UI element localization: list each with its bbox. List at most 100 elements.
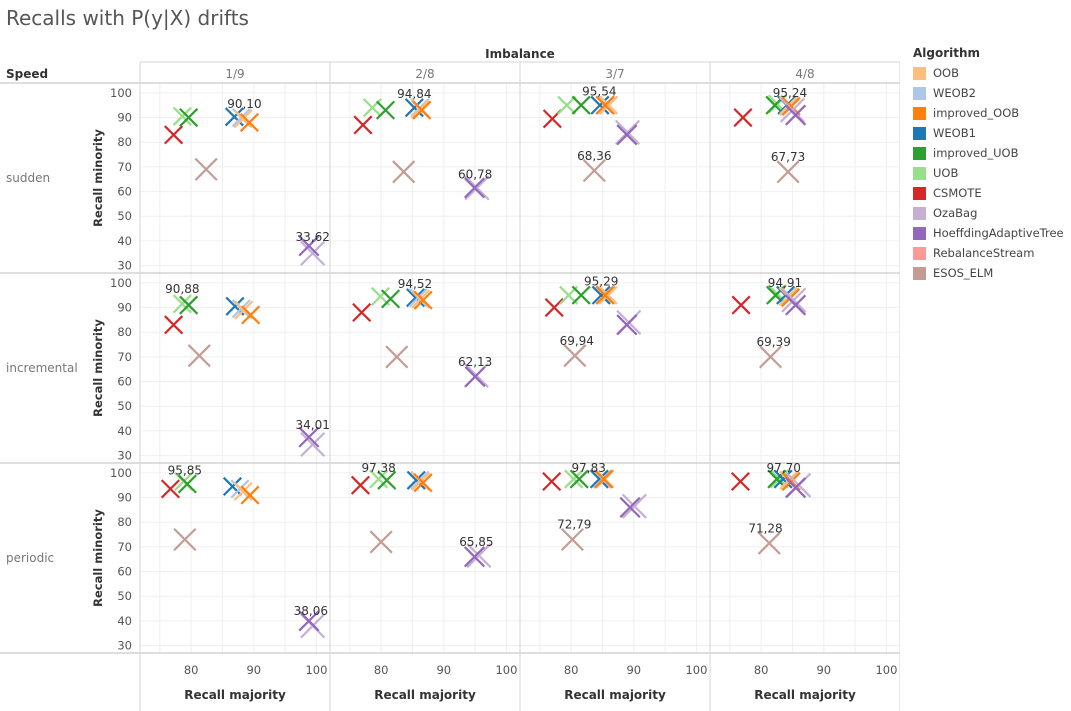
y-tick-label: 90 — [117, 491, 132, 505]
legend-swatch — [913, 246, 926, 260]
legend-item[interactable]: improved_OOB — [913, 103, 1064, 123]
trellis-scatter-chart: Imbalance Speed 1/9 2/8 3/7 4/8 sudden 30 40 50 60… — [0, 47, 900, 711]
data-label: 95,85 — [168, 463, 202, 477]
data-point — [466, 542, 492, 569]
data-label: 90,10 — [227, 97, 261, 111]
x-tick-label: 100 — [685, 663, 707, 677]
y-tick-label: 90 — [117, 301, 132, 315]
column-header: Imbalance — [485, 47, 555, 61]
y-tick-label: 40 — [117, 424, 132, 438]
data-point — [177, 474, 197, 494]
legend-item[interactable]: RebalanceStream — [913, 243, 1064, 263]
data-point — [564, 469, 584, 489]
data-point — [392, 160, 416, 184]
data-point — [614, 119, 641, 145]
legend: Algorithm OOB WEOB2 improved_OOB WEOB1 impro… — [913, 46, 1064, 283]
data-point — [160, 479, 181, 499]
data-point — [164, 315, 184, 335]
legend-swatch — [913, 66, 926, 80]
data-label: 95,29 — [584, 275, 618, 289]
legend-swatch — [913, 146, 926, 160]
data-label: 95,24 — [773, 86, 807, 100]
x-tick-label: 80 — [754, 663, 769, 677]
data-point — [569, 469, 589, 489]
data-point — [298, 610, 320, 632]
y-tick-label: 50 — [117, 589, 132, 603]
data-label: 60,78 — [458, 167, 492, 181]
legend-item[interactable]: WEOB1 — [913, 123, 1064, 143]
legend-label: WEOB2 — [933, 86, 976, 100]
chart-title: Recalls with P(y|X) drifts — [6, 6, 249, 30]
data-point — [240, 485, 260, 505]
data-point — [369, 530, 393, 554]
legend-item[interactable]: UOB — [913, 163, 1064, 183]
y-tick-label: 60 — [117, 565, 132, 579]
legend-label: HoeffdingAdaptiveTree — [933, 226, 1064, 240]
y-tick-label: 70 — [117, 540, 132, 554]
y-tick-label: 70 — [117, 160, 132, 174]
legend-item[interactable]: WEOB2 — [913, 83, 1064, 103]
legend-item[interactable]: OzaBag — [913, 203, 1064, 223]
data-point — [463, 546, 486, 568]
data-point — [599, 95, 619, 115]
data-point — [464, 175, 490, 201]
column-label: 4/8 — [795, 67, 814, 81]
legend-item[interactable]: CSMOTE — [913, 183, 1064, 203]
y-axis-title: Recall minority — [91, 129, 105, 227]
data-point — [733, 107, 753, 128]
data-label: 62,13 — [458, 355, 492, 369]
x-tick-label: 100 — [875, 663, 897, 677]
data-label: 72,79 — [557, 518, 591, 532]
data-label: 69,94 — [560, 334, 594, 348]
data-label: 69,39 — [756, 335, 790, 349]
legend-swatch — [913, 86, 926, 100]
data-point — [591, 285, 611, 305]
y-axis-title: Recall minority — [91, 319, 105, 417]
data-point — [757, 531, 781, 555]
data-label: 67,73 — [771, 150, 805, 164]
data-label: 34,01 — [296, 418, 330, 432]
legend-item[interactable]: OOB — [913, 63, 1064, 83]
legend-label: CSMOTE — [933, 186, 982, 200]
x-tick-label: 90 — [816, 663, 831, 677]
y-tick-label: 40 — [117, 234, 132, 248]
data-point — [731, 295, 751, 315]
data-point — [194, 157, 218, 181]
legend-item[interactable]: ESOS_ELM — [913, 263, 1064, 283]
y-tick-label: 70 — [117, 350, 132, 364]
data-point — [559, 285, 579, 305]
y-tick-label: 30 — [117, 449, 132, 463]
data-point — [594, 469, 614, 489]
x-axis-title: Recall majority — [564, 688, 666, 702]
data-label: 65,85 — [459, 535, 493, 549]
legend-item[interactable]: HoeffdingAdaptiveTree — [913, 223, 1064, 243]
row-label: periodic — [6, 551, 54, 565]
data-point — [621, 493, 647, 519]
y-axis-title: Recall minority — [91, 509, 105, 607]
legend-label: UOB — [933, 166, 959, 180]
column-label: 2/8 — [415, 67, 434, 81]
x-tick-label: 90 — [626, 663, 641, 677]
x-tick-label: 100 — [305, 663, 327, 677]
data-label: 94,84 — [397, 87, 431, 101]
legend-item[interactable]: improved_UOB — [913, 143, 1064, 163]
data-point — [298, 235, 320, 257]
y-tick-label: 100 — [110, 276, 132, 290]
legend-label: OzaBag — [933, 206, 978, 220]
legend-label: improved_UOB — [933, 146, 1019, 160]
x-tick-label: 80 — [184, 663, 199, 677]
data-point — [300, 431, 326, 458]
legend-swatch — [913, 226, 926, 240]
data-point — [785, 104, 807, 126]
legend-swatch — [913, 126, 926, 140]
x-axis-title: Recall majority — [184, 688, 286, 702]
legend-label: WEOB1 — [933, 126, 976, 140]
legend-swatch — [913, 186, 926, 200]
data-point — [375, 100, 396, 120]
y-tick-label: 80 — [117, 515, 132, 529]
x-tick-label: 90 — [436, 663, 451, 677]
data-point — [730, 471, 751, 492]
data-label: 68,36 — [577, 149, 611, 163]
legend-title: Algorithm — [913, 46, 981, 60]
x-tick-label: 100 — [495, 663, 517, 677]
